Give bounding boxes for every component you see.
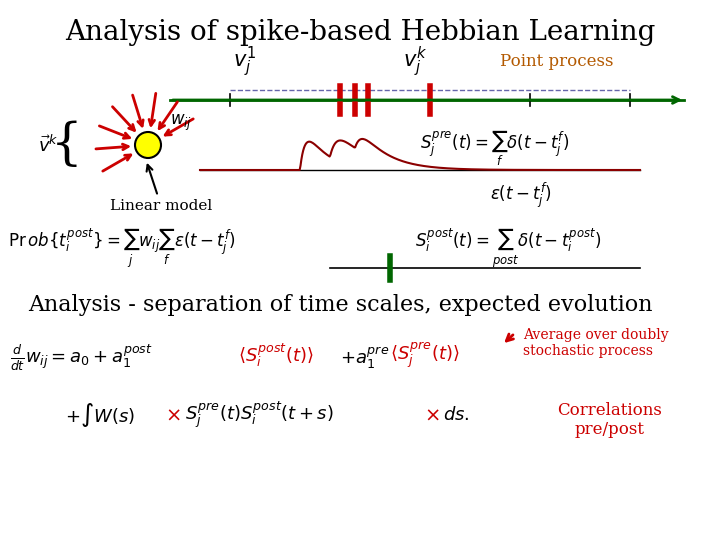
Text: $\langle S_i^{post}(t)\rangle$: $\langle S_i^{post}(t)\rangle$ (238, 341, 314, 369)
Text: {: { (51, 120, 83, 170)
Text: $S_j^{pre}(t) S_i^{post}(t+s)$: $S_j^{pre}(t) S_i^{post}(t+s)$ (185, 400, 333, 430)
Text: Correlations
pre/post: Correlations pre/post (557, 402, 662, 438)
Text: Linear model: Linear model (110, 165, 212, 213)
Text: $v_j^k$: $v_j^k$ (403, 45, 427, 79)
Text: $\vec{v}^k$: $\vec{v}^k$ (37, 134, 58, 156)
Circle shape (135, 132, 161, 158)
Text: $+ a_1^{pre}$: $+ a_1^{pre}$ (340, 345, 390, 371)
Text: $\times$: $\times$ (424, 406, 440, 424)
Text: $\varepsilon(t - t_j^f)$: $\varepsilon(t - t_j^f)$ (490, 180, 552, 210)
Text: Analysis of spike-based Hebbian Learning: Analysis of spike-based Hebbian Learning (65, 18, 655, 45)
Text: Point process: Point process (500, 53, 613, 71)
Text: Average over doubly
stochastic process: Average over doubly stochastic process (523, 328, 669, 358)
Text: $ds.$: $ds.$ (443, 406, 469, 424)
Text: $\frac{d}{dt} w_{ij} = a_0 + a_1^{post}$: $\frac{d}{dt} w_{ij} = a_0 + a_1^{post}$ (10, 343, 153, 373)
Text: Analysis - separation of time scales, expected evolution: Analysis - separation of time scales, ex… (28, 294, 652, 316)
Text: $\langle S_j^{pre}(t)\rangle$: $\langle S_j^{pre}(t)\rangle$ (390, 340, 459, 370)
Text: $v_j^1$: $v_j^1$ (233, 45, 256, 79)
Text: $+ \int W(s)$: $+ \int W(s)$ (65, 401, 135, 429)
Text: $S_i^{post}(t) = \sum_{post} \delta(t - t_i^{post})$: $S_i^{post}(t) = \sum_{post} \delta(t - … (415, 226, 601, 269)
Text: $\times$: $\times$ (165, 406, 181, 424)
Text: $w_{ij}$: $w_{ij}$ (170, 113, 192, 133)
Text: $S_j^{pre}(t) = \sum_f \delta(t - t_j^f)$: $S_j^{pre}(t) = \sum_f \delta(t - t_j^f)… (420, 128, 570, 168)
Text: $\Pr ob\{t_i^{post}\} = \sum_j w_{ij} \sum_f \varepsilon(t - t_j^f)$: $\Pr ob\{t_i^{post}\} = \sum_j w_{ij} \s… (8, 226, 236, 270)
